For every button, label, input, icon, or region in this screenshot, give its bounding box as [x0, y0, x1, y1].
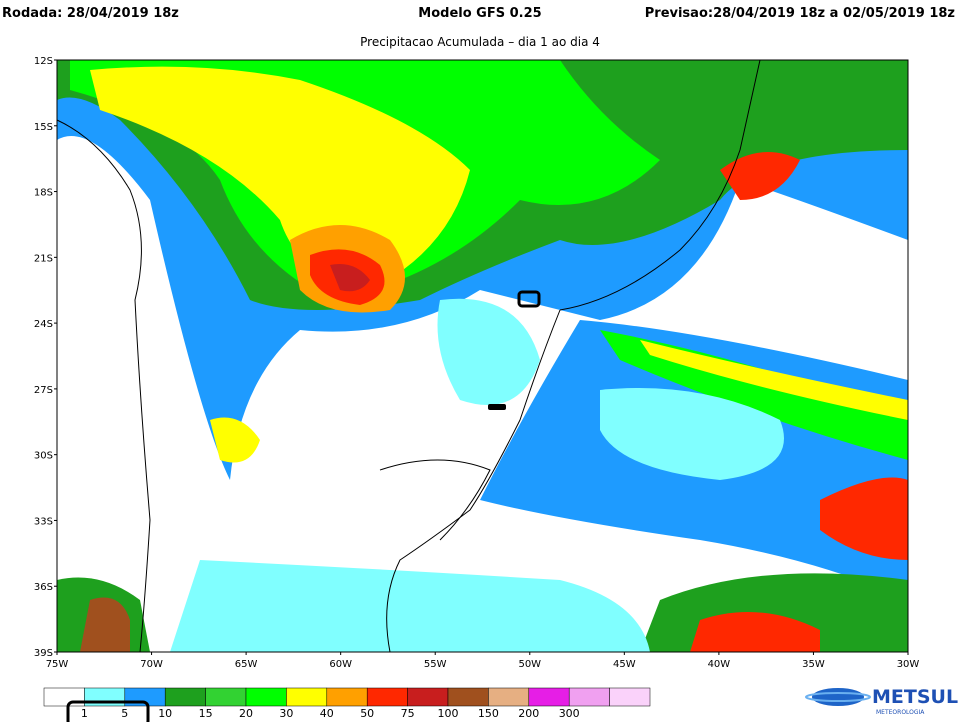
- lat-label: 27S: [34, 385, 53, 396]
- run-label: Rodada: 28/04/2019 18z: [2, 6, 179, 21]
- legend-swatch: [488, 687, 530, 707]
- lon-label: 75W: [46, 659, 69, 670]
- legend-swatch: [407, 687, 449, 707]
- legend-highlight: [66, 700, 150, 722]
- legend-swatch: [245, 687, 287, 707]
- forecast-label: Previsao:28/04/2019 18z a 02/05/2019 18z: [645, 6, 955, 21]
- lon-label: 40W: [708, 659, 731, 670]
- logo-tagline: METEOROLOGIA: [876, 709, 925, 716]
- legend-swatch: [447, 687, 489, 707]
- map-title: Precipitacao Acumulada – dia 1 ao dia 4: [360, 35, 600, 49]
- precip-field: [57, 60, 908, 652]
- legend-label: 40: [320, 707, 334, 720]
- lat-label: 12S: [34, 56, 53, 67]
- legend-label: 20: [239, 707, 253, 720]
- legend-label: 1: [81, 707, 88, 720]
- logo-name: METSUL: [872, 686, 958, 708]
- model-label: Modelo GFS 0.25: [418, 6, 541, 21]
- legend-swatch: [568, 687, 610, 707]
- legend-label: 50: [360, 707, 374, 720]
- legend-swatch: [286, 687, 328, 707]
- legend-label: 150: [478, 707, 499, 720]
- legend-swatch: [164, 687, 206, 707]
- legend-swatch: [528, 687, 570, 707]
- lon-label: 45W: [613, 659, 636, 670]
- lon-label: 55W: [424, 659, 447, 670]
- lat-label: 39S: [34, 648, 53, 659]
- logo-globe: [812, 688, 864, 706]
- lat-label: 33S: [34, 516, 53, 527]
- lat-label: 18S: [34, 188, 53, 199]
- legend-label: 200: [518, 707, 539, 720]
- legend-swatch: [366, 687, 408, 707]
- lon-label: 60W: [329, 659, 352, 670]
- legend-swatch: [326, 687, 368, 707]
- legend-label: 75: [401, 707, 415, 720]
- lat-label: 15S: [34, 122, 53, 133]
- legend-label: 15: [199, 707, 213, 720]
- lat-label: 30S: [34, 451, 53, 462]
- map-frame: [56, 59, 909, 653]
- logo: METSUL METEOROLOGIA: [805, 686, 958, 716]
- coastline: [56, 59, 761, 653]
- lat-label: 24S: [34, 319, 53, 330]
- legend-label: 100: [438, 707, 459, 720]
- legend: 1 5 10 15 20 30 40 50 75 100 150 200 300: [43, 687, 651, 720]
- legend-label: 10: [158, 707, 172, 720]
- marker: [488, 404, 506, 410]
- highlight-box: [517, 290, 541, 308]
- lat-label: 21S: [34, 253, 53, 264]
- legend-swatch: [205, 687, 247, 707]
- legend-label: 5: [121, 707, 128, 720]
- lon-label: 30W: [897, 659, 920, 670]
- lon-label: 35W: [802, 659, 825, 670]
- legend-swatch: [609, 687, 651, 707]
- lon-label: 70W: [140, 659, 163, 670]
- lat-label: 36S: [34, 582, 53, 593]
- logo-ring: [805, 692, 871, 702]
- legend-label: 300: [559, 707, 580, 720]
- lon-label: 65W: [235, 659, 258, 670]
- legend-label: 30: [279, 707, 293, 720]
- lon-label: 50W: [518, 659, 541, 670]
